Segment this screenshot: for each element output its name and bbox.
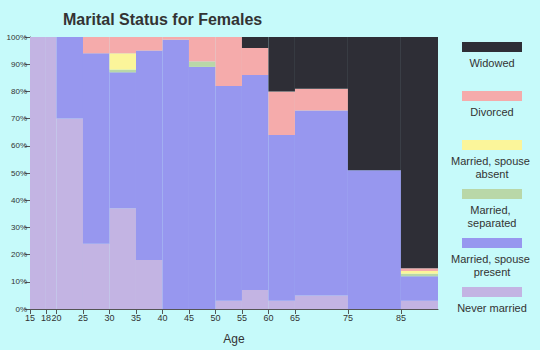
svg-text:10%: 10%: [11, 277, 27, 286]
svg-text:70%: 70%: [11, 114, 27, 123]
svg-text:55: 55: [237, 313, 247, 323]
svg-text:absent: absent: [475, 168, 508, 180]
svg-text:25: 25: [78, 313, 88, 323]
svg-text:50%: 50%: [11, 169, 27, 178]
svg-text:60%: 60%: [11, 141, 27, 150]
svg-text:30: 30: [104, 313, 114, 323]
svg-text:20%: 20%: [11, 250, 27, 259]
svg-text:Marital Status for Females: Marital Status for Females: [63, 11, 262, 28]
svg-text:100%: 100%: [7, 33, 27, 42]
svg-text:present: present: [474, 266, 511, 278]
svg-text:30%: 30%: [11, 223, 27, 232]
svg-text:85: 85: [396, 313, 406, 323]
svg-text:75: 75: [343, 313, 353, 323]
svg-text:15: 15: [25, 313, 35, 323]
svg-text:Never married: Never married: [457, 302, 527, 314]
svg-text:0%: 0%: [15, 304, 27, 314]
svg-text:45: 45: [184, 313, 194, 323]
svg-text:20: 20: [51, 313, 61, 323]
svg-text:Married,: Married,: [470, 204, 513, 216]
svg-text:Married, spouse: Married, spouse: [451, 155, 533, 167]
svg-text:Married, spouse: Married, spouse: [451, 253, 533, 265]
svg-text:Widowed: Widowed: [469, 57, 514, 69]
svg-text:80%: 80%: [11, 87, 27, 96]
svg-text:50: 50: [210, 313, 220, 323]
svg-text:40: 40: [157, 313, 167, 323]
svg-text:Divorced: Divorced: [470, 106, 513, 118]
svg-text:65: 65: [290, 313, 300, 323]
svg-text:Age: Age: [223, 332, 245, 346]
svg-text:60: 60: [263, 313, 273, 323]
svg-text:35: 35: [131, 313, 141, 323]
svg-text:90%: 90%: [11, 60, 27, 69]
svg-text:40%: 40%: [11, 196, 27, 205]
svg-text:separated: separated: [468, 217, 517, 229]
svg-text:18: 18: [41, 313, 51, 323]
